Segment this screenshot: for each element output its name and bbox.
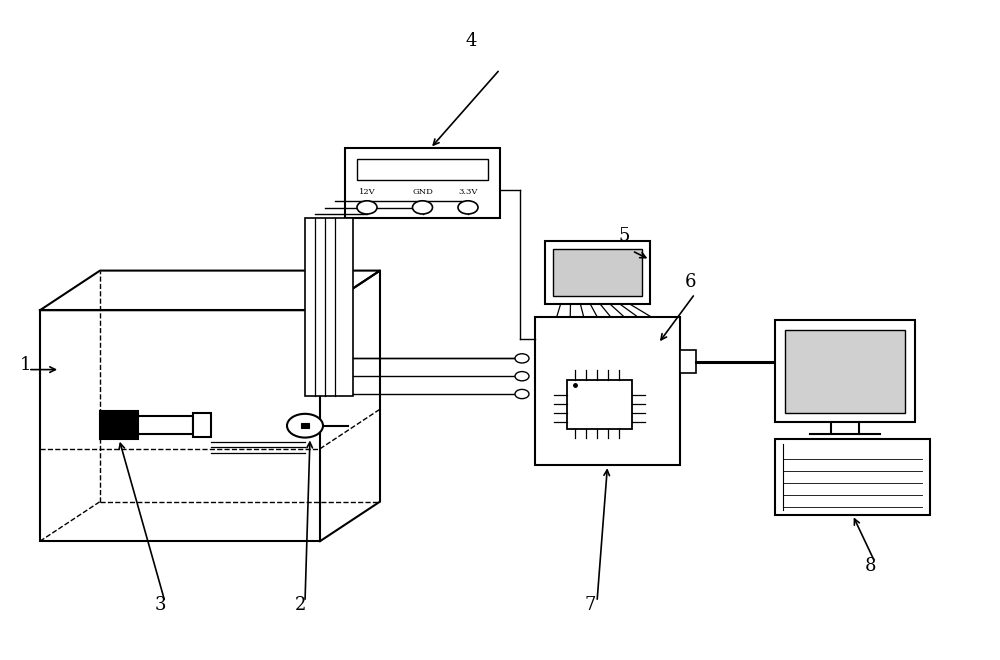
Text: 5: 5 <box>618 227 629 245</box>
Circle shape <box>287 414 323 438</box>
Bar <box>40 310 320 541</box>
Bar <box>545 241 650 304</box>
Text: 7: 7 <box>585 597 596 614</box>
Text: 3: 3 <box>155 597 166 614</box>
Text: 8: 8 <box>865 557 876 575</box>
Text: 2: 2 <box>295 597 306 614</box>
Text: GND: GND <box>412 187 433 195</box>
Bar <box>775 439 930 515</box>
Bar <box>553 249 642 296</box>
Bar <box>100 411 138 439</box>
Bar <box>535 317 680 465</box>
Text: 1: 1 <box>20 356 32 374</box>
Text: 6: 6 <box>685 273 696 291</box>
Text: 3.3V: 3.3V <box>458 187 478 195</box>
Circle shape <box>515 372 529 381</box>
Text: 12V: 12V <box>359 187 375 195</box>
Bar <box>138 416 193 434</box>
Circle shape <box>458 201 478 214</box>
Bar <box>305 218 353 396</box>
Circle shape <box>357 201 377 214</box>
Text: 4: 4 <box>465 32 476 50</box>
Bar <box>345 148 500 218</box>
Bar <box>357 159 488 180</box>
Bar <box>567 379 632 429</box>
Bar <box>775 320 915 422</box>
Circle shape <box>413 201 432 214</box>
Circle shape <box>515 354 529 363</box>
Bar <box>785 330 905 412</box>
Bar <box>193 413 211 437</box>
Bar <box>680 350 696 374</box>
Bar <box>301 423 309 428</box>
Circle shape <box>515 389 529 399</box>
